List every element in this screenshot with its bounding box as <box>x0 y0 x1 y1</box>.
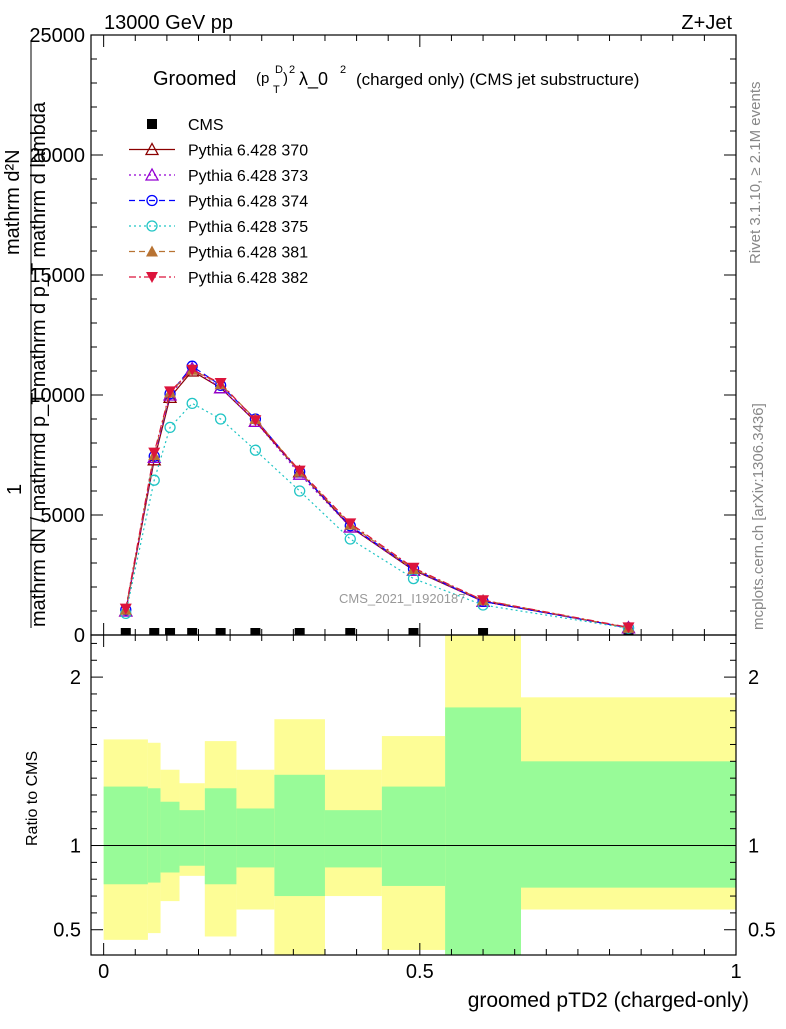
cms-data-point <box>250 628 261 635</box>
title-d: D <box>275 64 283 76</box>
ratio-y-tick-label: 0.5 <box>53 920 81 942</box>
ratio-y-tick-label: 2 <box>748 667 759 689</box>
final-state-label: Z+Jet <box>681 12 732 34</box>
inner-band-bin <box>103 786 148 885</box>
y-tick-label: 0 <box>74 625 85 647</box>
ratio-y-tick-label: 1 <box>748 836 759 858</box>
mc-data-point <box>293 465 306 477</box>
y-tick-label: 25000 <box>29 25 85 47</box>
mc-data-point <box>186 364 199 376</box>
ratio-y-tick-label: 1 <box>70 836 81 858</box>
y-tick-label: 5000 <box>41 505 86 527</box>
mc-data-point <box>407 562 420 574</box>
x-tick-label: 1 <box>730 961 741 983</box>
legend-label: Pythia 6.428 381 <box>188 245 308 262</box>
x-tick-label: 0 <box>98 961 109 983</box>
title-t: T <box>273 84 280 96</box>
cms-data-point <box>165 628 176 635</box>
cms-data-point <box>120 628 131 635</box>
process-label: 13000 GeV pp <box>104 12 233 34</box>
mc-data-point <box>344 533 356 545</box>
legend: CMS Pythia 6.428 370 Pythia 6.428 373 Pythi… <box>129 117 308 287</box>
cms-data-point <box>149 628 160 635</box>
inner-band-bin <box>324 810 382 868</box>
series-group <box>120 628 634 635</box>
ratio-y-label: Ratio to CMS <box>24 751 41 846</box>
legend-label: CMS <box>188 117 224 134</box>
mc-data-point <box>249 444 262 456</box>
title-prefix: Groomed <box>153 68 236 90</box>
mc-data-point <box>164 421 176 434</box>
legend-marker <box>146 220 158 232</box>
x-tick-label: 0.5 <box>406 961 434 983</box>
inner-band-bin <box>160 801 180 873</box>
series-line <box>125 369 629 628</box>
series-group <box>119 364 635 634</box>
inner-band-bin <box>147 788 161 883</box>
rivet-label: Rivet 3.1.10, ≥ 2.1M events <box>747 82 764 265</box>
ratio-y-tick-label: 0.5 <box>748 920 776 942</box>
axes: 0 5000 10000 15000 20000 25000 0 0.5 1 0.5 0.5 1 1 2 2 <box>29 25 775 983</box>
title-suffix: (charged only) (CMS jet substructure) <box>356 70 639 89</box>
ratio-y-tick-label: 2 <box>70 667 81 689</box>
plot-title: Groomed (p D T ) 2 λ_0 2 (charged only) … <box>153 64 639 96</box>
mc-data-point <box>294 485 306 497</box>
mc-data-point <box>214 413 227 425</box>
inner-band-bin <box>179 810 205 866</box>
mc-data-point <box>477 595 490 607</box>
series-line <box>125 365 629 629</box>
series-line <box>125 369 629 629</box>
legend-marker <box>146 245 158 257</box>
y-label-denominator: mathrm dN / mathrmd p_T mathrm d p_T mat… <box>28 101 50 627</box>
y-label-top: mathrm d²N <box>2 149 24 255</box>
mc-data-point <box>214 378 227 389</box>
inner-band-bin <box>445 707 521 955</box>
y-tick-label: 15000 <box>29 265 85 287</box>
legend-label: Pythia 6.428 382 <box>188 270 308 287</box>
cms-data-point <box>294 628 305 635</box>
inner-band-bin <box>521 761 736 888</box>
mc-data-point <box>164 386 177 398</box>
series-line <box>125 370 629 629</box>
legend-label: Pythia 6.428 370 <box>188 143 308 160</box>
title-lambda-exp: 2 <box>340 64 346 76</box>
uncertainty-bands <box>103 635 736 955</box>
y-label-numerator: 1 <box>4 484 26 495</box>
inner-band-bin <box>381 786 446 886</box>
legend-marker <box>146 194 158 207</box>
x-axis-label: groomed pTD2 (charged-only) <box>468 989 749 1012</box>
title-exp: 2 <box>289 64 295 76</box>
mc-data-point <box>186 397 198 410</box>
inner-band-bin <box>204 788 237 885</box>
analysis-watermark: CMS_2021_I1920187 <box>339 591 466 606</box>
main-series <box>118 360 636 635</box>
legend-label: Pythia 6.428 373 <box>188 168 308 185</box>
inner-band-bin <box>236 808 275 868</box>
y-tick-label: 20000 <box>29 145 85 167</box>
cms-data-point <box>345 628 356 635</box>
mc-data-point <box>249 415 262 427</box>
mc-data-point <box>148 447 161 459</box>
series-line <box>125 367 629 629</box>
legend-label: Pythia 6.428 375 <box>188 219 308 236</box>
mcplots-label: mcplots.cern.ch [arXiv:1306.3436] <box>750 403 767 630</box>
legend-marker <box>144 167 160 181</box>
title-p: (p <box>256 70 269 87</box>
cms-data-point <box>215 628 226 635</box>
title-lambda: λ_0 <box>299 69 328 90</box>
mc-data-point <box>119 603 132 615</box>
mc-data-point <box>622 622 635 634</box>
title-close: ) <box>283 70 288 87</box>
mc-data-point <box>344 518 357 530</box>
main-y-label: mathrm d²N 1 mathrm dN / mathrmd p_T mat… <box>2 40 50 628</box>
cms-data-point <box>187 628 198 635</box>
legend-marker <box>147 119 157 129</box>
cms-data-point <box>408 628 419 635</box>
legend-label: Pythia 6.428 374 <box>188 194 308 211</box>
legend-marker <box>146 272 158 283</box>
inner-band-bin <box>274 774 325 897</box>
y-tick-label: 10000 <box>29 385 85 407</box>
legend-marker <box>144 142 160 156</box>
